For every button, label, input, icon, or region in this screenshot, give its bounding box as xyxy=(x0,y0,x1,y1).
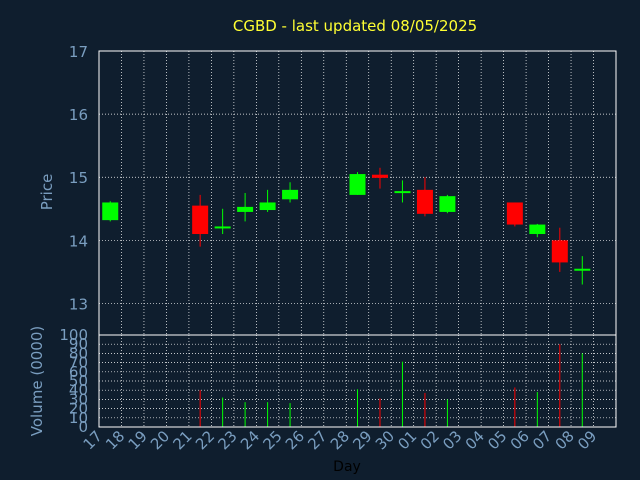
candle-body xyxy=(282,189,299,200)
candle-body xyxy=(506,202,523,225)
price-tick-label: 16 xyxy=(69,106,88,124)
x-tick-label: 09 xyxy=(574,427,600,453)
volume-tick-label: 10 xyxy=(69,409,88,427)
candle-body xyxy=(416,189,433,214)
volume-tick-label: 90 xyxy=(69,335,88,353)
volume-tick-label: 60 xyxy=(69,363,88,381)
price-tick-label: 14 xyxy=(69,232,88,250)
volume-tick-label: 50 xyxy=(69,372,88,390)
volume-bars xyxy=(199,344,583,427)
price-tick-labels: 13 14 15 16 17 xyxy=(69,43,88,313)
volume-tick-label: 0 xyxy=(78,418,88,436)
price-tick-label: 17 xyxy=(69,43,88,61)
candle-body xyxy=(529,224,546,235)
candle-body xyxy=(237,206,254,212)
volume-tick-label: 20 xyxy=(69,400,88,418)
volume-panel-frame xyxy=(98,334,617,428)
candle-body xyxy=(214,226,231,229)
candle-body xyxy=(439,196,456,212)
candle-body xyxy=(192,205,209,235)
candle-body xyxy=(574,268,591,271)
volume-tick-label: 80 xyxy=(69,344,88,362)
candle-body xyxy=(102,202,119,221)
x-tick-labels: 1718192021222324252627282930010203040506… xyxy=(80,427,601,453)
volume-tick-label: 40 xyxy=(69,381,88,399)
candle-body xyxy=(349,174,366,195)
x-axis-label: Day xyxy=(333,459,361,475)
volume-tick-label: 30 xyxy=(69,390,88,408)
price-axis-label: Price xyxy=(38,174,56,211)
candle-body xyxy=(371,174,388,178)
chart-title: CGBD - last updated 08/05/2025 xyxy=(233,17,477,35)
volume-axis-label: Volume (0000) xyxy=(28,326,46,436)
candle-body xyxy=(394,191,411,194)
volume-tick-label: 70 xyxy=(69,354,88,372)
candles xyxy=(102,167,591,285)
candle-body xyxy=(551,240,568,263)
volume-tick-label: 100 xyxy=(59,326,88,344)
candle-body xyxy=(259,202,276,211)
price-tick-label: 15 xyxy=(69,169,88,187)
price-tick-label: 13 xyxy=(69,295,88,313)
